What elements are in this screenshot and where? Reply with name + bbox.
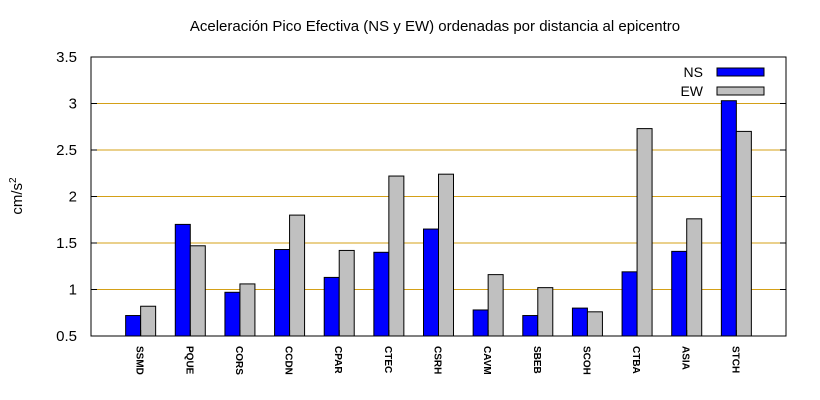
bar-ew-stch bbox=[735, 130, 752, 337]
x-tick-label: SSMD bbox=[134, 346, 145, 375]
bar-ew-asia bbox=[686, 218, 703, 337]
bar-ns-pque bbox=[174, 223, 191, 337]
legend-label-ns: NS bbox=[684, 64, 703, 80]
legend: NS EW bbox=[680, 64, 765, 99]
bar-ew-csrh bbox=[438, 173, 454, 337]
x-axis-ticks: SSMD PQUE CORS CCDN CPAR CTEC CSRH CAVM SBEB SCOH… bbox=[134, 330, 740, 375]
y-tick-label: 2 bbox=[69, 189, 77, 206]
x-tick-label: CTEC bbox=[382, 346, 393, 373]
x-tick-label: ASIA bbox=[680, 346, 691, 370]
chart-title: Aceleración Pico Efectiva (NS y EW) orde… bbox=[190, 18, 680, 35]
legend-label-ew: EW bbox=[680, 83, 703, 99]
bar-ns-asia bbox=[671, 250, 688, 337]
bar-ns-cavm bbox=[472, 309, 489, 337]
bar-ew-scoh bbox=[586, 311, 603, 337]
bar-ns-cpar bbox=[323, 276, 340, 337]
bar-ew-ctba bbox=[636, 128, 653, 337]
bar-ew-cavm bbox=[487, 274, 504, 337]
bar-ew-ccdn bbox=[289, 214, 306, 337]
bar-ns-ctba bbox=[621, 271, 638, 337]
x-tick-label: CPAR bbox=[332, 346, 343, 374]
y-tick-label: 3.5 bbox=[56, 49, 77, 66]
y-tick-label: 2.5 bbox=[56, 142, 77, 159]
x-tick-label: CAVM bbox=[481, 346, 492, 375]
bar-ns-sbeb bbox=[522, 315, 539, 337]
bar-ew-pque bbox=[189, 245, 206, 337]
y-tick-label: 1.5 bbox=[56, 235, 77, 252]
y-axis-label: cm/s2 bbox=[8, 177, 26, 215]
y-tick-label: 3 bbox=[69, 96, 77, 113]
bar-ns-scoh bbox=[571, 307, 588, 337]
y-axis-label-exponent: 2 bbox=[8, 177, 19, 183]
bar-ns-ssmd bbox=[125, 315, 142, 337]
bars bbox=[125, 100, 752, 337]
bar-ns-ccdn bbox=[274, 249, 291, 337]
bar-ew-ctec bbox=[388, 175, 405, 337]
x-tick-label: SBEB bbox=[531, 346, 542, 374]
y-axis-label-unit: cm/s bbox=[9, 183, 26, 215]
y-tick-label: 0.5 bbox=[56, 328, 77, 345]
bar-ns-stch bbox=[720, 100, 737, 337]
legend-swatch-ew bbox=[716, 86, 765, 96]
bar-ew-ssmd bbox=[140, 305, 157, 337]
x-tick-label: PQUE bbox=[183, 346, 194, 375]
x-tick-label: CCDN bbox=[283, 346, 294, 375]
x-tick-label: CORS bbox=[233, 346, 244, 375]
bar-ns-ctec bbox=[373, 251, 390, 337]
bar-ns-csrh bbox=[423, 228, 439, 337]
x-tick-label: CSRH bbox=[432, 346, 443, 374]
y-tick-label: 1 bbox=[69, 282, 77, 299]
bar-ew-cpar bbox=[338, 249, 355, 337]
bar-ns-cors bbox=[224, 291, 241, 337]
bar-ew-sbeb bbox=[537, 287, 554, 337]
legend-swatch-ns bbox=[716, 67, 765, 77]
bar-ew-cors bbox=[239, 283, 256, 337]
x-tick-label: SCOH bbox=[580, 346, 591, 375]
x-tick-label: STCH bbox=[729, 346, 740, 373]
y-axis-ticks: 0.5 1 1.5 2 2.5 3 3.5 bbox=[56, 49, 786, 345]
x-tick-label: CTBA bbox=[630, 346, 641, 374]
